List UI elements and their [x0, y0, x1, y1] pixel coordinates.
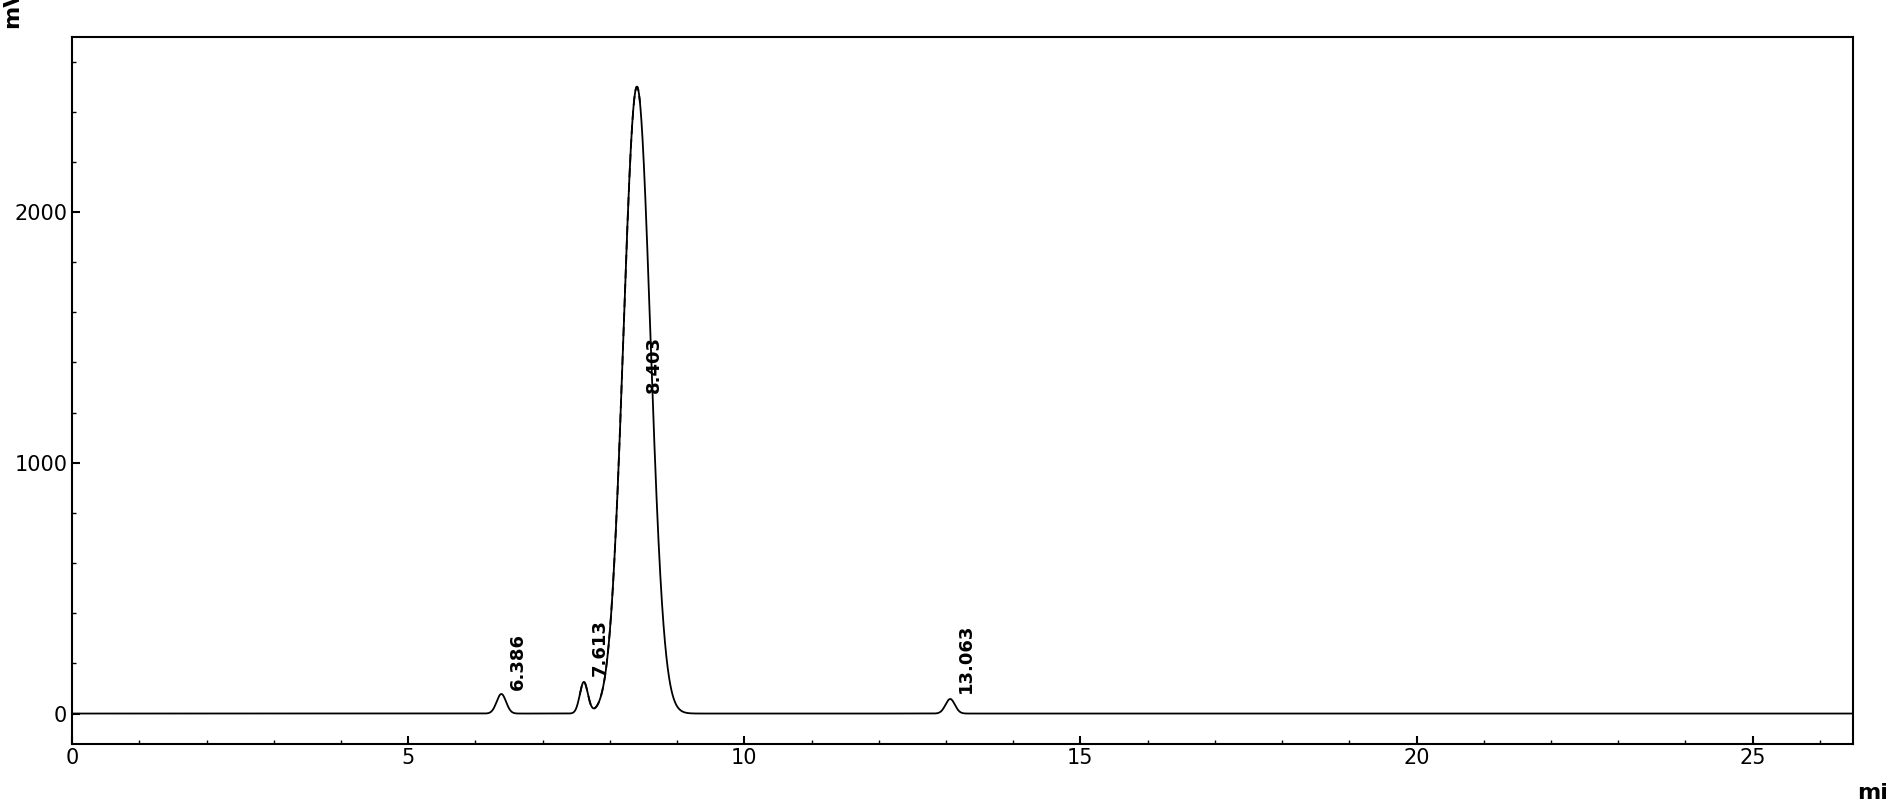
- Text: 8.403: 8.403: [645, 336, 662, 392]
- Text: 6.386: 6.386: [509, 633, 526, 690]
- Text: 13.063: 13.063: [957, 624, 976, 693]
- Y-axis label: mV: mV: [2, 0, 23, 28]
- Text: 7.613: 7.613: [591, 619, 610, 676]
- X-axis label: min: min: [1857, 782, 1887, 803]
